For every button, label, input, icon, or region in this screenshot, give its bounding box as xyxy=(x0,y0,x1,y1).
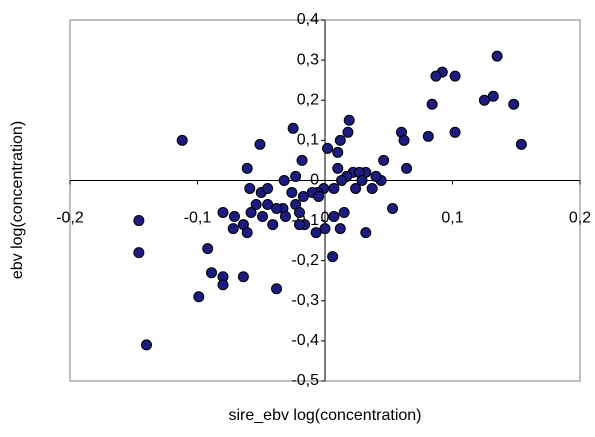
point xyxy=(334,223,346,235)
point xyxy=(398,134,410,146)
point xyxy=(508,98,520,110)
point xyxy=(342,126,354,138)
point xyxy=(356,174,368,186)
point xyxy=(176,134,188,146)
point xyxy=(343,114,355,126)
x-tick-label: 0 xyxy=(321,210,330,227)
point xyxy=(241,227,253,239)
point xyxy=(227,223,239,235)
point xyxy=(294,219,305,231)
y-tick-label: -0,5 xyxy=(291,372,319,389)
point xyxy=(193,291,205,303)
y-tick-label: -0,2 xyxy=(291,252,319,269)
y-tick-label: 0 xyxy=(310,172,319,189)
point xyxy=(328,182,340,194)
x-tick-label: 0,2 xyxy=(569,210,591,227)
y-tick-label: 0,4 xyxy=(297,11,319,28)
point xyxy=(360,227,372,239)
y-tick-label: -0,4 xyxy=(291,332,319,349)
point xyxy=(449,126,461,138)
point xyxy=(515,138,527,150)
point xyxy=(278,174,290,186)
y-axis-title: ebv log(concentration) xyxy=(9,121,26,279)
point xyxy=(287,122,299,134)
point xyxy=(313,190,325,202)
x-axis-title: sire_ebv log(concentration) xyxy=(229,407,422,424)
point xyxy=(237,271,249,283)
point xyxy=(254,138,266,150)
point xyxy=(327,251,339,263)
point xyxy=(271,203,283,215)
point xyxy=(430,70,442,82)
point xyxy=(244,182,256,194)
point xyxy=(296,154,308,166)
point xyxy=(217,279,229,291)
point xyxy=(271,283,283,295)
point xyxy=(332,162,344,174)
point xyxy=(228,211,240,223)
point xyxy=(491,50,503,62)
point xyxy=(338,207,350,219)
point xyxy=(141,339,152,351)
point xyxy=(133,215,145,227)
y-tick-label: 0,3 xyxy=(297,51,319,68)
point xyxy=(267,219,279,231)
point xyxy=(202,243,214,255)
y-tick-label: 0,1 xyxy=(297,132,319,149)
point xyxy=(290,170,302,182)
point xyxy=(378,154,390,166)
point xyxy=(319,223,331,235)
point xyxy=(217,207,229,219)
point xyxy=(297,190,309,202)
y-tick-label: 0,2 xyxy=(297,91,319,108)
point xyxy=(449,70,461,82)
point xyxy=(241,162,253,174)
y-tick-label: -0,3 xyxy=(291,292,319,309)
x-tick-label: -0,1 xyxy=(184,210,212,227)
point xyxy=(401,162,413,174)
point xyxy=(257,211,269,223)
point xyxy=(328,211,340,223)
x-tick-label: 0,1 xyxy=(441,210,463,227)
point xyxy=(334,134,346,146)
point xyxy=(366,182,378,194)
point xyxy=(478,94,490,106)
point xyxy=(322,142,334,154)
point xyxy=(279,211,291,223)
point xyxy=(206,267,218,279)
point xyxy=(350,182,362,194)
point xyxy=(262,182,274,194)
point xyxy=(262,199,274,211)
point xyxy=(286,186,298,198)
point xyxy=(245,207,257,219)
x-tick-label: -0,2 xyxy=(56,210,84,227)
point xyxy=(426,98,438,110)
point xyxy=(336,174,348,186)
point xyxy=(294,207,305,219)
point xyxy=(310,227,322,239)
point xyxy=(133,247,145,259)
point xyxy=(332,146,344,158)
point xyxy=(422,130,434,142)
point xyxy=(387,203,399,215)
point xyxy=(370,170,382,182)
point xyxy=(487,90,499,102)
point xyxy=(250,199,262,211)
